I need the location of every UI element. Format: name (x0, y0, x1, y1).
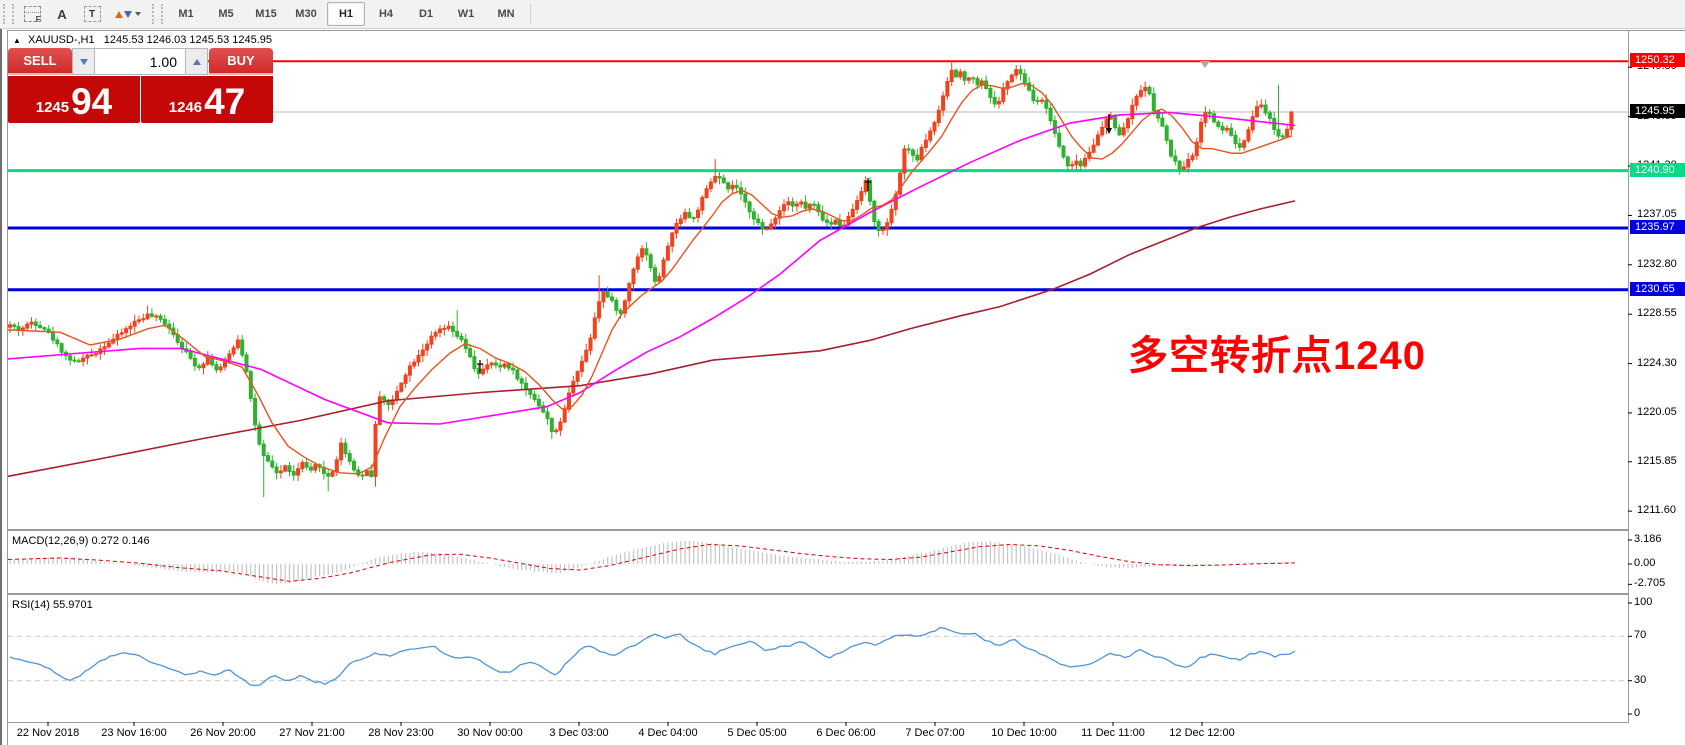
arrow-down-icon (124, 10, 132, 18)
macd-axis-tick: -2.705 (1634, 577, 1666, 590)
one-click-trading-panel: SELL 1.00 BUY 1245 94 1246 47 (8, 48, 273, 123)
price-axis-tick: 1215.85 (1637, 454, 1677, 467)
volume-increase-button[interactable] (185, 48, 208, 75)
time-axis-label: 22 Nov 2018 (16, 727, 80, 739)
timeframe-button-m30[interactable]: M30 (295, 8, 317, 20)
ask-price-small: 1246 (168, 99, 203, 116)
rsi-axis-tick: 70 (1634, 629, 1647, 642)
buy-button[interactable]: BUY (209, 48, 273, 75)
toolbar-separator (530, 4, 531, 24)
price-axis-tick: 1211.60 (1637, 504, 1676, 517)
price-axis-tick: 1220.05 (1637, 405, 1677, 418)
sell-button[interactable]: SELL (8, 48, 72, 75)
chart-window[interactable]: ▲ XAUUSD-,H1 1245.53 1246.03 1245.53 124… (0, 29, 1685, 745)
price-axis-tick: 1228.55 (1637, 307, 1677, 320)
time-axis-label: 27 Nov 21:00 (279, 727, 345, 739)
collapse-triangle-icon[interactable]: ▲ (13, 36, 21, 45)
toolbar: F A T M1 M5 M15 M30 H1 H4 D1 W1 MN (0, 0, 1685, 29)
timeframe-group: M1 M5 M15 M30 H1 H4 D1 W1 MN (166, 2, 526, 26)
time-axis-label: 26 Nov 20:00 (190, 727, 256, 739)
price-axis-tick: 1237.05 (1637, 208, 1677, 221)
timeframe-button-mn[interactable]: MN (497, 8, 515, 20)
price-level-label: 1250.32 (1630, 53, 1685, 68)
arrow-up-icon (115, 10, 123, 18)
chart-annotation-text: 多空转折点1240 (1128, 334, 1426, 378)
chevron-down-icon (135, 12, 141, 16)
volume-input[interactable]: 1.00 (95, 48, 185, 75)
price-level-label: 1230.65 (1630, 281, 1685, 296)
bid-price-display[interactable]: 1245 94 (8, 76, 140, 123)
current-price-label: 1245.95 (1630, 104, 1685, 118)
rsi-axis-tick: 0 (1634, 707, 1641, 719)
timeframe-button-d1[interactable]: D1 (418, 8, 434, 20)
timeframe-button-h4[interactable]: H4 (378, 8, 394, 20)
chart-shift-marker-icon[interactable] (1200, 61, 1210, 68)
time-axis-label: 23 Nov 16:00 (101, 727, 167, 739)
time-axis-label: 11 Dec 11:00 (1081, 727, 1145, 739)
timeframe-button-m5[interactable]: M5 (218, 8, 234, 20)
chart-ohlc-header: ▲ XAUUSD-,H1 1245.53 1246.03 1245.53 124… (13, 34, 272, 46)
fibonacci-tool-button[interactable]: F (19, 3, 45, 25)
ask-price-big: 47 (204, 81, 246, 122)
price-level-label: 1235.97 (1630, 219, 1685, 234)
time-axis-label: 10 Dec 10:00 (991, 727, 1057, 739)
price-level-label: 1240.90 (1630, 162, 1685, 177)
time-axis-label: 28 Nov 23:00 (368, 727, 434, 739)
timeframe-button-h1[interactable]: H1 (327, 2, 365, 26)
time-axis-label: 6 Dec 06:00 (816, 727, 876, 739)
time-axis-label: 12 Dec 12:00 (1169, 727, 1235, 739)
time-axis-label: 30 Nov 00:00 (457, 727, 523, 739)
triangle-down-icon (79, 58, 88, 65)
symbol-period-label: XAUUSD-,H1 (27, 34, 95, 46)
toolbar-grip[interactable] (3, 4, 14, 24)
fibonacci-icon: F (23, 6, 41, 24)
ask-price-display[interactable]: 1246 47 (141, 76, 273, 123)
timeframe-button-m1[interactable]: M1 (178, 8, 194, 20)
macd-axis-tick: 3.186 (1634, 533, 1662, 545)
label-a-icon: A (57, 6, 67, 22)
bid-price-small: 1245 (35, 99, 70, 116)
shapes-tool-button[interactable] (109, 3, 147, 25)
triangle-up-icon (192, 58, 201, 65)
volume-decrease-button[interactable] (72, 48, 95, 75)
bid-price-big: 94 (71, 81, 113, 122)
window-left-edge (0, 29, 2, 745)
price-axis-tick: 1224.30 (1637, 356, 1677, 369)
rsi-axis-tick: 100 (1634, 596, 1653, 608)
macd-indicator-label: MACD(12,26,9) 0.272 0.146 (12, 535, 150, 547)
time-axis-label: 5 Dec 05:00 (727, 727, 787, 739)
price-axis-tick: 1232.80 (1637, 257, 1677, 270)
toolbar-grip-2[interactable] (152, 4, 163, 24)
text-icon: T (83, 6, 101, 22)
time-axis-label: 4 Dec 04:00 (638, 727, 698, 739)
chart-window-border (7, 30, 1685, 745)
rsi-axis-tick: 30 (1634, 673, 1647, 686)
timeframe-button-w1[interactable]: W1 (457, 8, 475, 20)
text-tool-button[interactable]: T (79, 3, 105, 25)
rsi-indicator-label: RSI(14) 55.9701 (12, 599, 93, 611)
time-axis-label: 3 Dec 03:00 (549, 727, 609, 739)
ohlc-values: 1245.53 1246.03 1245.53 1245.95 (103, 34, 273, 46)
label-tool-button[interactable]: A (49, 3, 75, 25)
timeframe-button-m15[interactable]: M15 (255, 8, 277, 20)
time-axis-label: 7 Dec 07:00 (905, 727, 965, 739)
macd-axis-tick: 0.00 (1634, 557, 1656, 569)
